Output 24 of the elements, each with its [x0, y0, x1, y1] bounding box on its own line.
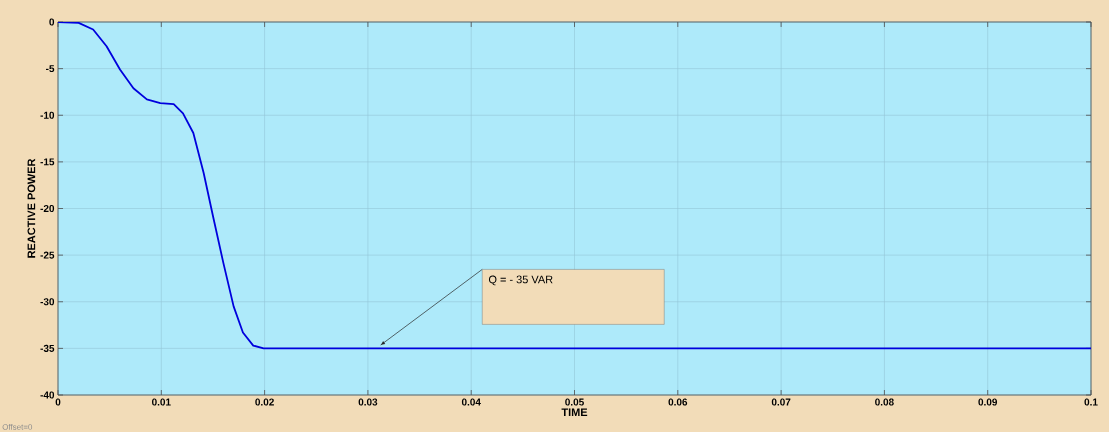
- x-tick-label: 0: [55, 398, 61, 406]
- y-tick-label: -10: [40, 111, 55, 119]
- y-tick-label: -25: [40, 251, 55, 259]
- y-tick-label: -5: [46, 65, 55, 73]
- y-tick-label: -20: [40, 204, 55, 213]
- x-tick-label: 0.05: [565, 398, 584, 406]
- y-tick-label: -30: [40, 298, 55, 306]
- x-tick-label: 0.03: [358, 398, 378, 406]
- x-tick-label: 0.04: [461, 398, 481, 406]
- y-axis-title: REACTIVE POWER: [27, 158, 36, 258]
- y-tick-label: -40: [40, 391, 55, 399]
- y-tick-label: 0: [49, 18, 55, 26]
- line-series: [58, 22, 1092, 350]
- x-tick-label: 0.06: [668, 398, 688, 406]
- x-tick-label: 0.02: [255, 398, 274, 406]
- x-tick-label: 0.09: [978, 398, 998, 406]
- y-tick-label: -15: [40, 158, 55, 166]
- x-tick-label: 0.1: [1084, 398, 1098, 406]
- x-tick-label: 0.01: [152, 398, 171, 406]
- x-tick-label: 0.07: [771, 398, 791, 406]
- annotation: Q = - 35 VAR: [488, 275, 553, 286]
- x-axis-title: TIME: [561, 408, 588, 416]
- x-tick-label: 0.08: [875, 398, 894, 406]
- y-tick-label: -35: [40, 344, 55, 352]
